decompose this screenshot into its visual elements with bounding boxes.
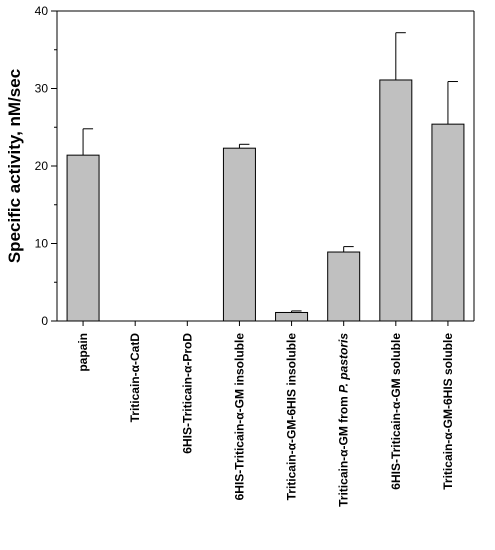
bar: [431, 123, 465, 322]
bar: [66, 154, 100, 322]
y-tick-label: 10: [35, 237, 49, 251]
x-tick-label: papain: [76, 333, 90, 372]
y-ticks-group: 0 10 20 30 40: [35, 4, 57, 328]
x-tick-label: Triticain-α-CatD: [128, 333, 142, 423]
error-bars-group: [82, 32, 458, 313]
y-axis-label: Specific activity, nM/sec: [5, 69, 24, 263]
bar: [379, 79, 413, 322]
y-tick-label: 0: [41, 314, 48, 328]
bar: [222, 147, 256, 322]
bar: [327, 251, 361, 322]
x-tick-label: 6HIS-Triticain-α-GM soluble: [389, 333, 403, 490]
x-tick-label: Triticain-α-GM-6HIS insoluble: [285, 333, 299, 501]
y-tick-label: 30: [35, 82, 49, 96]
x-tick-label: 6HIS-Triticain-α-GM insoluble: [232, 333, 246, 501]
axes-group: [56, 10, 475, 326]
y-tick-label: 40: [35, 4, 49, 18]
x-tick-label: Triticain-α-GM-6HIS soluble: [441, 333, 455, 490]
y-tick-label: 20: [35, 159, 49, 173]
bars-group: [66, 79, 465, 322]
x-labels-group: papain Triticain-α-CatD 6HIS-Triticain-α-P…: [76, 333, 455, 507]
x-tick-label: Triticain-α-GM from P. pastoris: [337, 333, 351, 507]
bar: [275, 311, 309, 322]
x-tick-label: 6HIS-Triticain-α-ProD: [180, 333, 194, 454]
